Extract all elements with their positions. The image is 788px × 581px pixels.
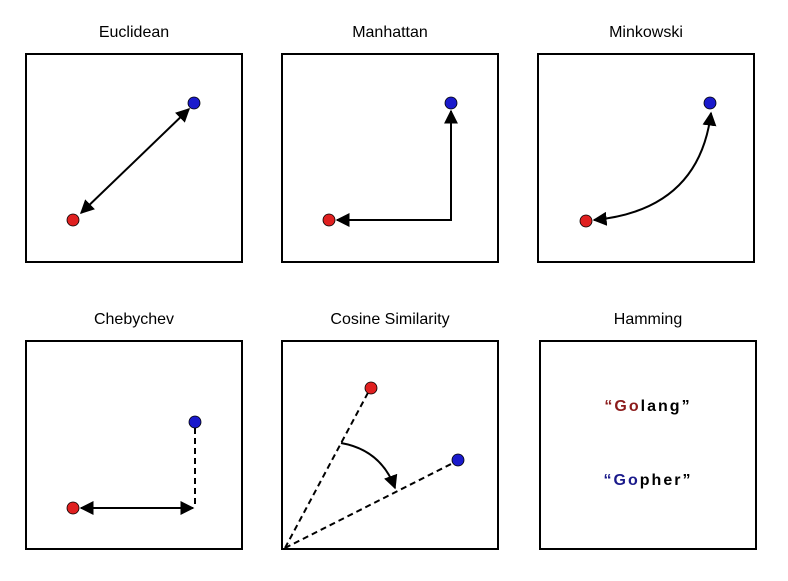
hamming-panel: “Golang” “Gopher” [539, 340, 757, 550]
close-quote: ” [682, 472, 693, 489]
char: a [647, 398, 659, 415]
cosine-similarity-diagram [284, 381, 465, 548]
vector-b-dashed-line [284, 460, 458, 548]
cosine-similarity-title: Cosine Similarity [330, 311, 450, 328]
minkowski-distance-arrow [592, 111, 717, 226]
char: n [658, 398, 670, 415]
manhattan-panel [281, 53, 499, 263]
red-point [579, 214, 593, 228]
chebychev-diagram [66, 415, 202, 515]
euclidean-title: Euclidean [98, 24, 170, 41]
cosine-similarity-panel [281, 340, 499, 550]
char: G [614, 398, 629, 415]
char: G [613, 472, 628, 489]
red-point [66, 213, 80, 227]
char: o [627, 472, 640, 489]
char: l [640, 398, 648, 415]
euclidean-panel [25, 53, 243, 263]
red-point [66, 501, 80, 515]
manhattan-distance-arrow [335, 109, 458, 227]
open-quote: “ [603, 472, 614, 489]
hamming-word-gopher: “Gopher” [541, 472, 755, 490]
euclidean-diagram [66, 96, 201, 227]
chebychev-title: Chebychev [93, 311, 175, 328]
blue-point [187, 96, 201, 110]
hamming-title: Hamming [613, 311, 683, 328]
minkowski-diagram [579, 96, 717, 228]
manhattan-title: Manhattan [352, 24, 428, 41]
close-quote: ” [681, 398, 692, 415]
open-quote: “ [604, 398, 615, 415]
blue-point [451, 453, 465, 467]
red-point [322, 213, 336, 227]
char: p [639, 472, 652, 489]
minkowski-panel [537, 53, 755, 263]
vector-a-dashed-line [284, 388, 371, 548]
char: h [651, 472, 664, 489]
blue-point [444, 96, 458, 110]
char: r [674, 472, 683, 489]
blue-point [703, 96, 717, 110]
char: g [669, 398, 682, 415]
chebychev-panel [25, 340, 243, 550]
char: o [628, 398, 641, 415]
angle-arc-arrow [340, 442, 398, 490]
euclidean-distance-arrow [79, 108, 191, 214]
hamming-word-golang: “Golang” [541, 398, 755, 416]
red-point [364, 381, 378, 395]
blue-point [188, 415, 202, 429]
char: e [663, 472, 675, 489]
minkowski-title: Minkowski [609, 24, 683, 41]
manhattan-diagram [322, 96, 458, 227]
